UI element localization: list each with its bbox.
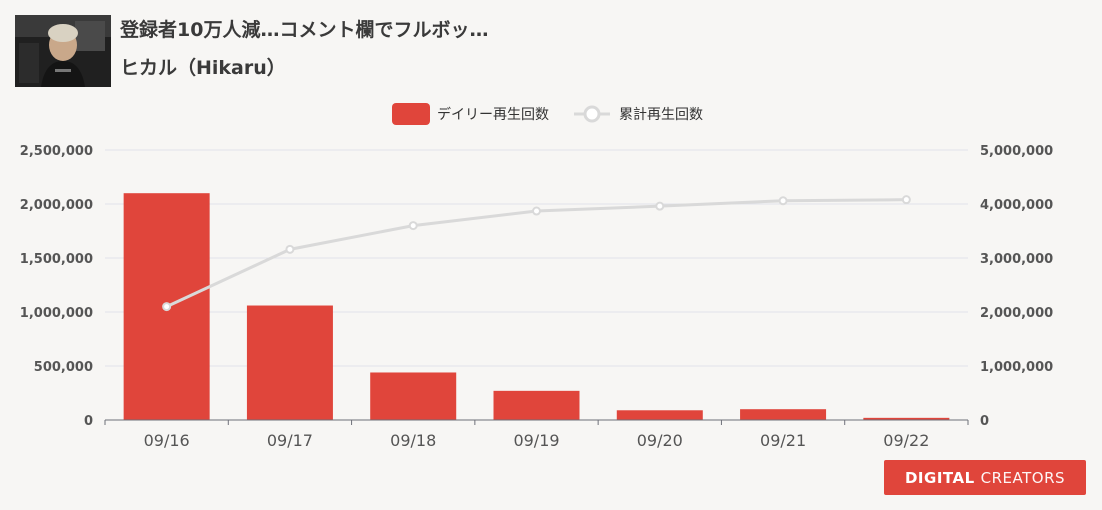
- x-tick-label: 09/22: [883, 431, 929, 450]
- right-tick-label: 5,000,000: [980, 144, 1053, 159]
- video-title[interactable]: 登録者10万人減…コメント欄でフルボッ…: [120, 19, 489, 41]
- legend-swatch-daily[interactable]: [392, 103, 430, 125]
- bar-09-17[interactable]: [246, 305, 333, 420]
- left-tick-label: 0: [84, 414, 93, 429]
- thumbnail-image: [15, 15, 111, 87]
- channel-name[interactable]: ヒカル（Hikaru）: [120, 57, 286, 79]
- left-tick-label: 2,000,000: [20, 198, 93, 213]
- cumulative-point-09-20[interactable]: [655, 201, 665, 211]
- legend: デイリー再生回数 累計再生回数: [392, 103, 703, 125]
- legend-label-cumulative[interactable]: 累計再生回数: [619, 107, 703, 123]
- x-tick-label: 09/20: [637, 431, 683, 450]
- bar-09-21[interactable]: [740, 409, 827, 420]
- bar-09-19[interactable]: [493, 390, 580, 420]
- cumulative-point-09-16[interactable]: [162, 302, 172, 312]
- cumulative-series-line[interactable]: [166, 198, 907, 308]
- right-tick-label: 1,000,000: [980, 360, 1053, 375]
- bar-09-22[interactable]: [863, 417, 950, 420]
- left-tick-label: 1,000,000: [20, 306, 93, 321]
- legend-label-daily[interactable]: デイリー再生回数: [437, 106, 549, 123]
- cumulative-point-09-19[interactable]: [532, 206, 541, 216]
- x-axis: 09/16 09/17 09/18 09/19 09/20 09/21 09/22: [104, 419, 969, 450]
- right-tick-label: 4,000,000: [980, 198, 1053, 213]
- digital-creators-logo[interactable]: DIGITAL CREATORS: [884, 460, 1086, 495]
- x-tick-label: 09/16: [144, 431, 190, 450]
- x-tick-label: 09/18: [390, 431, 436, 450]
- cumulative-point-09-18[interactable]: [408, 221, 418, 231]
- video-thumbnail[interactable]: [15, 15, 111, 87]
- bars: [123, 193, 950, 420]
- bar-09-18[interactable]: [370, 372, 457, 420]
- left-axis: 0 500,000 1,000,000 1,500,000 2,000,000 2,500…: [20, 144, 93, 429]
- cumulative-point-09-22[interactable]: [901, 195, 911, 205]
- left-tick-label: 500,000: [34, 360, 93, 375]
- cumulative-line: [162, 195, 911, 312]
- x-tick-label: 09/17: [267, 431, 313, 450]
- x-tick-label: 09/19: [513, 431, 559, 450]
- legend-marker-cumulative[interactable]: [583, 105, 601, 123]
- right-axis: 0 1,000,000 2,000,000 3,000,000 4,000,000 5,0…: [980, 144, 1053, 429]
- left-tick-label: 1,500,000: [20, 252, 93, 267]
- grid-lines: [105, 149, 968, 367]
- x-tick-label: 09/21: [760, 431, 806, 450]
- right-tick-label: 0: [980, 414, 989, 429]
- bar-09-20[interactable]: [616, 410, 703, 420]
- left-tick-label: 2,500,000: [20, 144, 93, 159]
- logo-text-thin: CREATORS: [980, 468, 1066, 487]
- cumulative-point-09-21[interactable]: [778, 196, 788, 206]
- logo-text-strong: DIGITAL: [904, 468, 975, 487]
- right-tick-label: 2,000,000: [980, 306, 1053, 321]
- cumulative-point-09-17[interactable]: [285, 244, 295, 254]
- right-tick-label: 3,000,000: [980, 252, 1053, 267]
